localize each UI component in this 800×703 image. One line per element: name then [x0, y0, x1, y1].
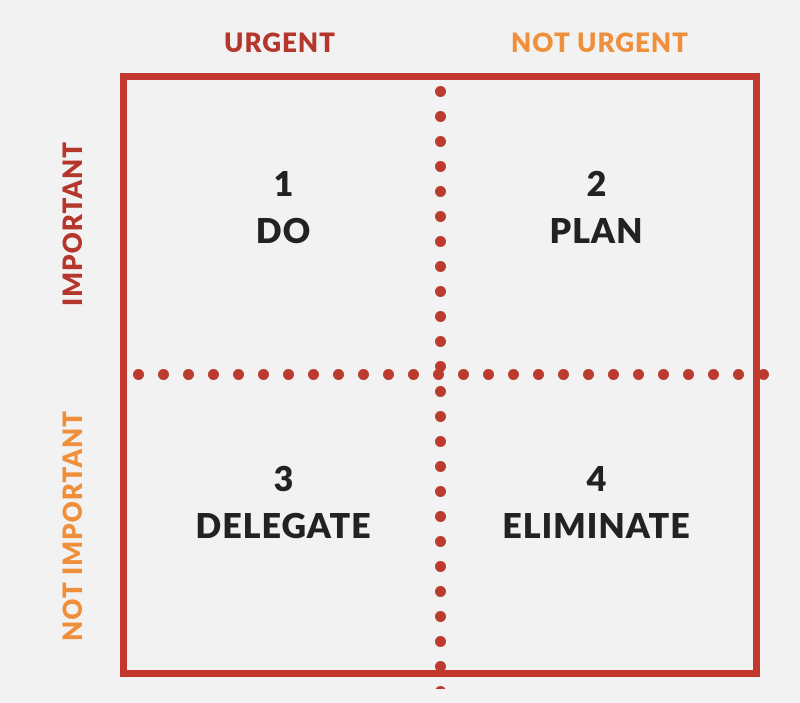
col-header-urgent: URGENT [120, 17, 440, 67]
quadrant-label: DELEGATE [195, 505, 371, 546]
row-header-label: NOT IMPORTANT [56, 410, 88, 641]
eisenhower-matrix: URGENT NOT URGENT IMPORTANT NOT IMPORTAN… [30, 17, 770, 687]
quadrant-4: 4 ELIMINATE [440, 375, 753, 670]
col-header-label: NOT URGENT [511, 26, 689, 58]
col-header-label: URGENT [224, 26, 336, 58]
column-headers: URGENT NOT URGENT [120, 17, 760, 67]
row-header-label: IMPORTANT [56, 141, 88, 306]
quadrant-3: 3 DELEGATE [127, 375, 440, 670]
quadrant-label: ELIMINATE [502, 505, 691, 546]
quadrant-number: 1 [274, 163, 294, 204]
quadrant-2: 2 PLAN [440, 80, 753, 375]
divider-dot [435, 686, 446, 689]
row-headers: IMPORTANT NOT IMPORTANT [30, 73, 114, 677]
quadrant-label: DO [256, 210, 312, 251]
row-header-not-important: NOT IMPORTANT [30, 375, 114, 677]
quadrant-number: 2 [587, 163, 607, 204]
col-header-not-urgent: NOT URGENT [440, 17, 760, 67]
quadrant-label: PLAN [549, 210, 643, 251]
row-header-important: IMPORTANT [30, 73, 114, 375]
matrix-grid: 1 DO 2 PLAN 3 DELEGATE 4 ELIMINATE [120, 73, 760, 677]
quadrant-number: 4 [587, 458, 607, 499]
quadrant-number: 3 [274, 458, 294, 499]
quadrant-1: 1 DO [127, 80, 440, 375]
